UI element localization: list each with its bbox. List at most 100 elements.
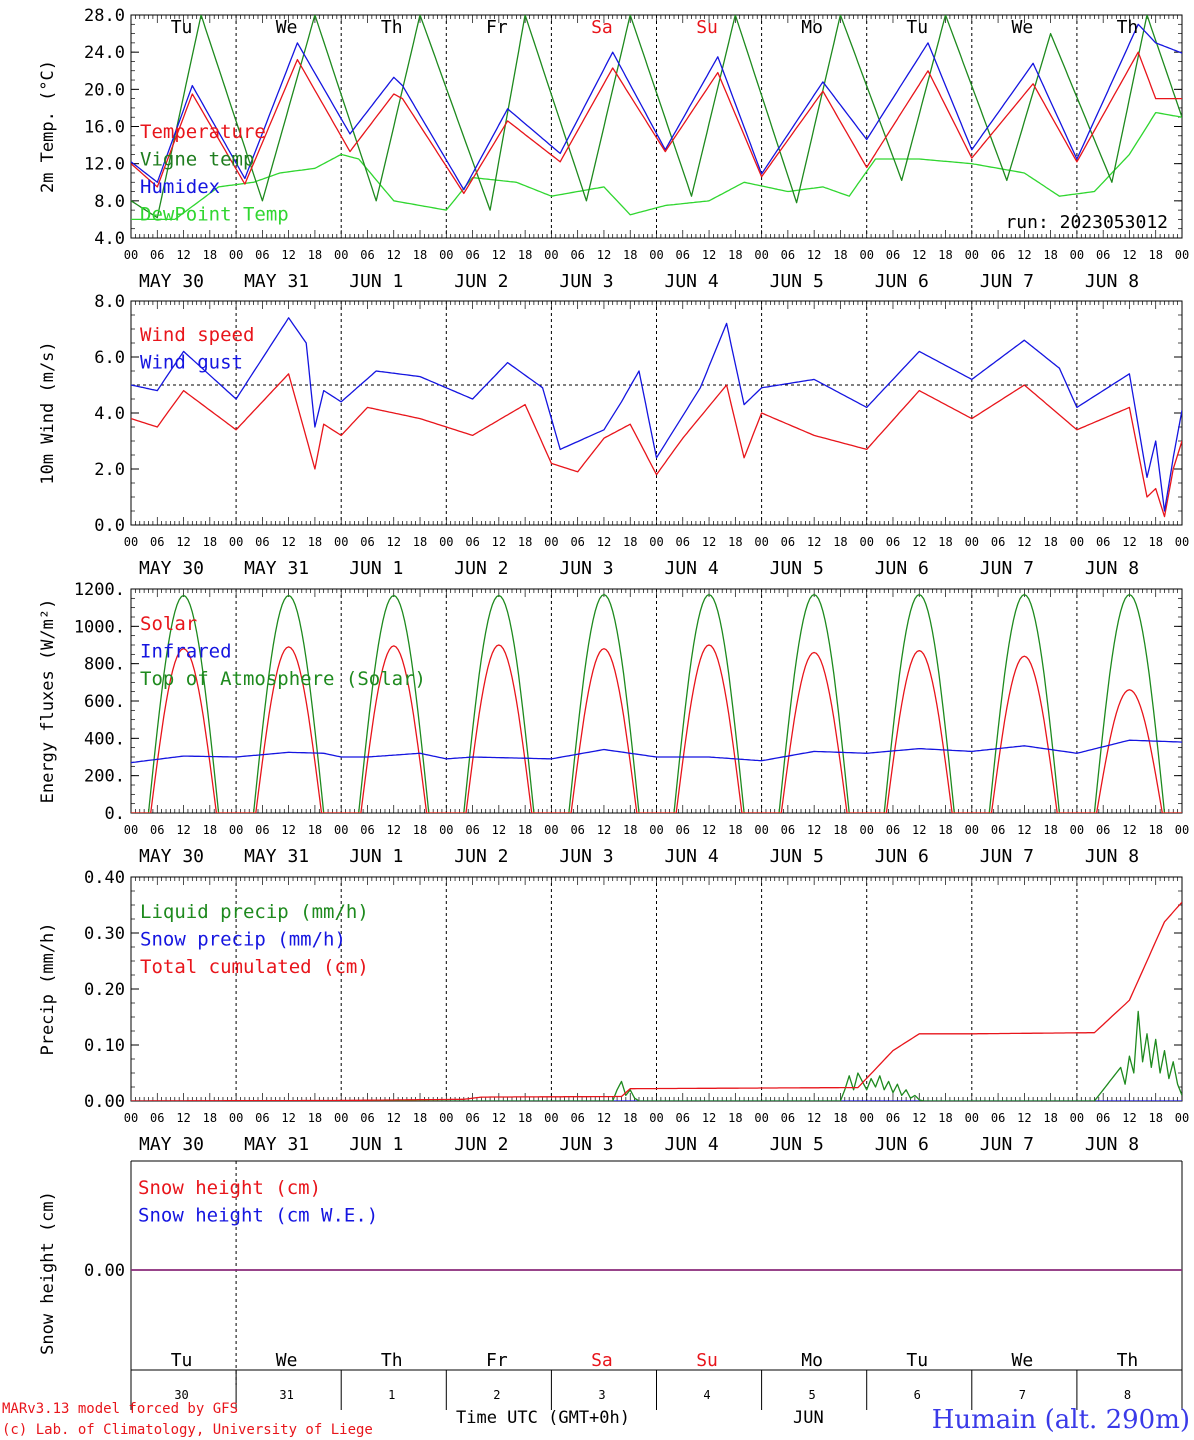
hour-tick-label: 12	[1122, 1111, 1136, 1125]
hour-tick-label: 06	[1096, 535, 1110, 549]
hour-tick-label: 12	[807, 823, 821, 837]
hour-tick-label: 18	[518, 1111, 532, 1125]
hour-tick-label: 18	[728, 1111, 742, 1125]
hour-tick-label: 12	[281, 823, 295, 837]
hour-tick-label: 18	[833, 823, 847, 837]
date-label: MAY 30	[139, 1134, 204, 1155]
date-label: JUN 4	[665, 1134, 719, 1155]
y-tick-label: 400.	[84, 729, 125, 749]
footer: MARv3.13 model forced by GFS (c) Lab. of…	[2, 1401, 1190, 1438]
y-axis-title: Precip (mm/h)	[38, 922, 58, 1055]
date-label: JUN 6	[875, 558, 929, 579]
series-line-dewpoint-temp	[131, 111, 1182, 221]
y-tick-label: 0.0	[94, 516, 125, 536]
hour-tick-label: 00	[544, 1111, 558, 1125]
hour-tick-label: 00	[1070, 248, 1084, 262]
weekday-label: We	[1012, 17, 1034, 38]
day-number-label: 30	[174, 1388, 188, 1402]
weekday-label: Th	[381, 17, 403, 38]
legend-entry: Snow precip (mm/h)	[140, 929, 346, 951]
hour-tick-label: 00	[1175, 1111, 1189, 1125]
date-label: MAY 31	[244, 1134, 309, 1155]
y-tick-label: 4.0	[94, 404, 125, 424]
hour-tick-label: 18	[623, 535, 637, 549]
weekday-label: Sa	[591, 1350, 613, 1371]
hour-tick-label: 06	[991, 1111, 1005, 1125]
legend-entry: Solar	[140, 613, 197, 635]
hour-tick-label: 18	[1043, 1111, 1057, 1125]
hour-tick-label: 18	[833, 248, 847, 262]
hour-tick-label: 06	[465, 1111, 479, 1125]
hour-tick-label: 18	[203, 823, 217, 837]
hour-tick-label: 06	[465, 248, 479, 262]
hour-tick-label: 06	[570, 248, 584, 262]
hour-tick-label: 00	[1175, 535, 1189, 549]
hour-tick-label: 12	[176, 535, 190, 549]
hour-tick-label: 06	[255, 535, 269, 549]
hour-tick-label: 06	[360, 248, 374, 262]
hour-tick-label: 00	[859, 535, 873, 549]
y-tick-label: 800.	[84, 655, 125, 675]
day-number-label: 2	[493, 1388, 500, 1402]
hour-tick-label: 12	[912, 248, 926, 262]
hour-tick-label: 18	[1148, 248, 1162, 262]
hour-tick-label: 12	[387, 535, 401, 549]
hour-tick-label: 12	[176, 1111, 190, 1125]
hour-tick-label: 06	[465, 823, 479, 837]
date-label: JUN 8	[1085, 1134, 1139, 1155]
hour-tick-label: 12	[807, 535, 821, 549]
legend-entry: Snow height (cm)	[138, 1177, 321, 1199]
legend-entry: Snow height (cm W.E.)	[138, 1205, 378, 1227]
panel-2: 00 06 12 18 00 06 12 18 00 06 12 18 00 06 12 18 00 06 12 18…	[38, 292, 1189, 579]
y-tick-label: 8.0	[94, 292, 125, 312]
hour-tick-label: 12	[597, 1111, 611, 1125]
hour-tick-label: 00	[649, 248, 663, 262]
hour-tick-label: 06	[886, 535, 900, 549]
hour-tick-label: 18	[308, 248, 322, 262]
weekday-label: We	[276, 1350, 298, 1371]
hour-tick-label: 00	[965, 248, 979, 262]
y-tick-label: 0.40	[84, 868, 125, 888]
y-tick-label: 0.30	[84, 924, 125, 944]
day-number-label: 4	[703, 1388, 710, 1402]
hour-tick-label: 06	[465, 535, 479, 549]
hour-tick-label: 12	[492, 1111, 506, 1125]
date-label: JUN 2	[454, 1134, 508, 1155]
y-tick-label: 0.00	[84, 1261, 125, 1281]
hour-tick-label: 06	[360, 535, 374, 549]
date-label: JUN 6	[875, 846, 929, 867]
hour-tick-label: 00	[229, 823, 243, 837]
y-axis-title: Snow height (cm)	[38, 1191, 58, 1355]
panel-1: 00 06 12 18 00 06 12 18 00 06 12 18 00 06 12 18 00 06 12 18…	[38, 6, 1189, 292]
y-tick-label: 1000.	[74, 617, 125, 637]
hour-tick-label: 06	[150, 823, 164, 837]
hour-tick-label: 00	[124, 1111, 138, 1125]
day-number-label: 31	[279, 1388, 293, 1402]
date-label: JUN 1	[349, 558, 403, 579]
hour-tick-label: 00	[544, 823, 558, 837]
series-group	[131, 901, 1182, 1101]
hour-tick-label: 00	[334, 248, 348, 262]
hour-tick-label: 06	[781, 1111, 795, 1125]
panel-3: 00 06 12 18 00 06 12 18 00 06 12 18 00 06 12 18 00 06 12 18…	[38, 580, 1189, 867]
hour-tick-label: 00	[439, 248, 453, 262]
series-line-temperature	[131, 51, 1182, 195]
hour-tick-label: 06	[781, 823, 795, 837]
hour-tick-label: 12	[702, 1111, 716, 1125]
hour-tick-label: 18	[308, 1111, 322, 1125]
date-label: JUN 3	[559, 558, 613, 579]
hour-tick-label: 00	[334, 823, 348, 837]
y-tick-label: 2.0	[94, 460, 125, 480]
panel-5: 0.00 Snow height (cm) Snow height (cm) Snow…	[38, 1160, 1183, 1410]
y-tick-label: 24.0	[84, 43, 125, 63]
series-line-solar	[131, 644, 1182, 813]
hour-tick-label: 18	[623, 823, 637, 837]
legend-entry: Liquid precip (mm/h)	[140, 901, 369, 923]
weekday-label: Su	[696, 1350, 718, 1371]
weekday-label: Mo	[801, 1350, 823, 1371]
date-label: MAY 31	[244, 271, 309, 292]
hour-tick-label: 18	[203, 535, 217, 549]
hour-tick-label: 00	[229, 1111, 243, 1125]
hour-tick-label: 06	[781, 248, 795, 262]
hour-tick-label: 06	[781, 535, 795, 549]
